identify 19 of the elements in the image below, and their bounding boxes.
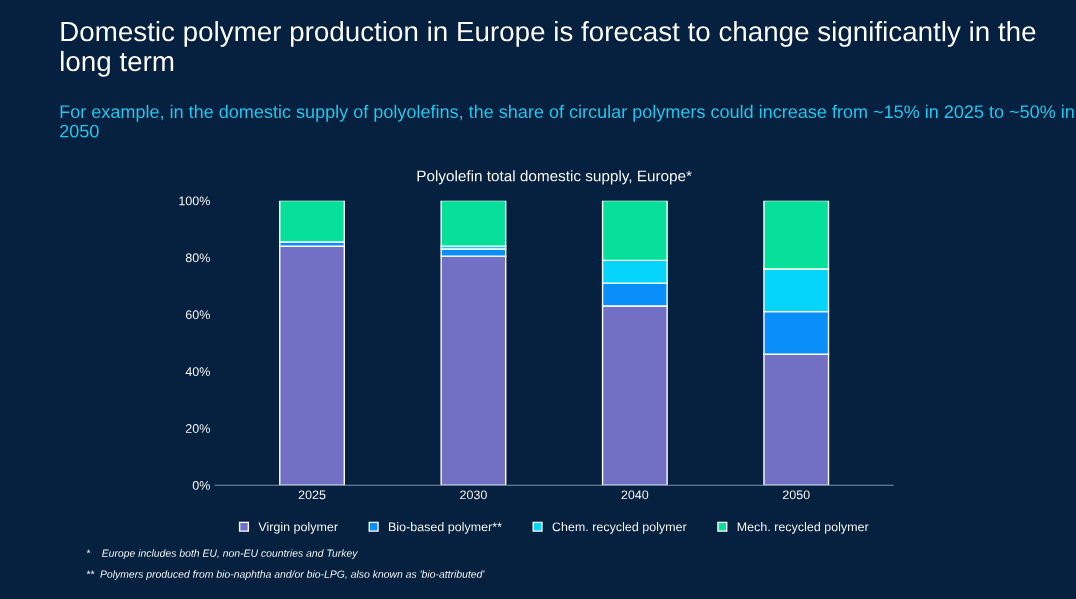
x-tick-label: 2050 bbox=[782, 490, 810, 500]
legend-label: Bio-based polymer** bbox=[389, 522, 502, 534]
x-tick-label: 2040 bbox=[621, 490, 649, 500]
legend-label: Chem. recycled polymer bbox=[552, 522, 687, 534]
text: ** Polymers produced from bio-naphtha and/or bio-LPG, also known as 'bio-attributed' bbox=[86, 570, 485, 580]
x-tick-label: 2030 bbox=[460, 490, 487, 500]
x-tick-label: 2025 bbox=[298, 490, 326, 500]
legend-label: Mech. recycled polymer bbox=[737, 522, 869, 534]
text: * Europe includes both EU, non-EU countries and Turkey bbox=[86, 549, 358, 559]
legend-label: Virgin polymer bbox=[258, 522, 338, 534]
y-tick-label: 20% bbox=[185, 424, 210, 433]
y-tick-label: 60% bbox=[185, 310, 210, 320]
y-tick-label: 40% bbox=[185, 367, 210, 377]
y-tick-label: 0% bbox=[192, 480, 210, 490]
chart-title: Domestic polymer production in Europe is forecast to change significantly in the long term bbox=[61, 20, 1036, 77]
x-axis-title: Polyolefin total domestic supply, Europe* bbox=[417, 170, 692, 185]
y-tick-label: 100% bbox=[179, 196, 210, 206]
chart-subtitle: For example, in the domestic supply of polyolefins, the share of circular polymers could increase from ~15% in 2025 to ~50% in 2050 bbox=[60, 104, 1074, 138]
y-tick-label: 80% bbox=[185, 253, 210, 263]
